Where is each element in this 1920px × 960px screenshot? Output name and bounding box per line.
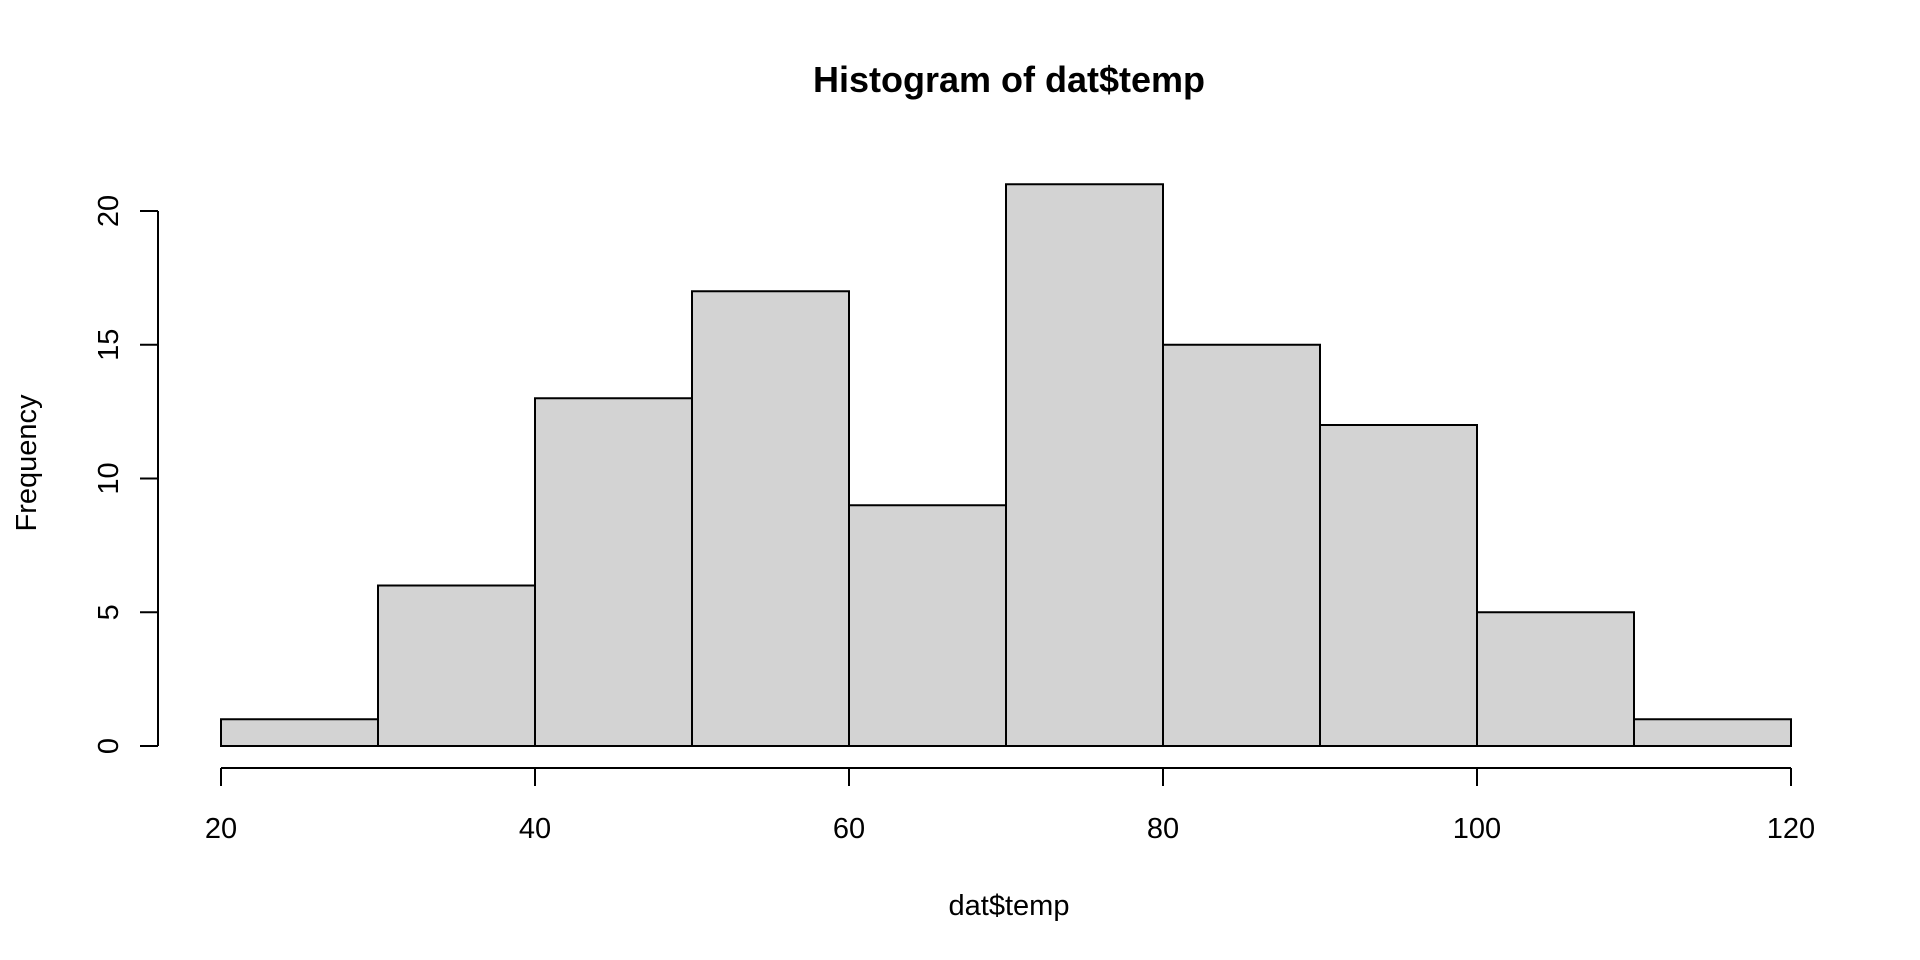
histogram-bar-8 — [1319, 424, 1478, 747]
y-tick-label: 5 — [93, 604, 125, 620]
histogram-bar-2 — [377, 584, 536, 747]
x-tick-label: 100 — [1453, 813, 1501, 845]
histogram-bar-3 — [534, 397, 693, 747]
x-tick-label: 60 — [833, 813, 865, 845]
y-tick-label: 0 — [93, 738, 125, 754]
histogram-bar-4 — [691, 290, 850, 747]
histogram-bar-7 — [1162, 343, 1321, 747]
chart-title: Histogram of dat$temp — [813, 59, 1205, 100]
y-tick-label: 20 — [93, 195, 125, 227]
x-tick-label: 120 — [1767, 813, 1815, 845]
histogram-bar-6 — [1005, 183, 1164, 747]
x-tick-label: 20 — [205, 813, 237, 845]
bars-group — [220, 183, 1792, 747]
histogram-bar-1 — [220, 718, 379, 747]
histogram-bar-5 — [848, 504, 1007, 747]
y-axis-label: Frequency — [11, 394, 43, 532]
x-axis: 20 40 60 80 100 120 — [205, 767, 1815, 845]
y-tick-label: 10 — [93, 462, 125, 494]
y-axis: 0 5 10 15 20 — [93, 195, 159, 754]
y-tick-label: 15 — [93, 329, 125, 361]
histogram-bar-10 — [1633, 718, 1792, 747]
histogram-bar-9 — [1476, 611, 1635, 747]
x-axis-label: dat$temp — [949, 890, 1070, 922]
x-tick-label: 40 — [519, 813, 551, 845]
x-tick-label: 80 — [1147, 813, 1179, 845]
